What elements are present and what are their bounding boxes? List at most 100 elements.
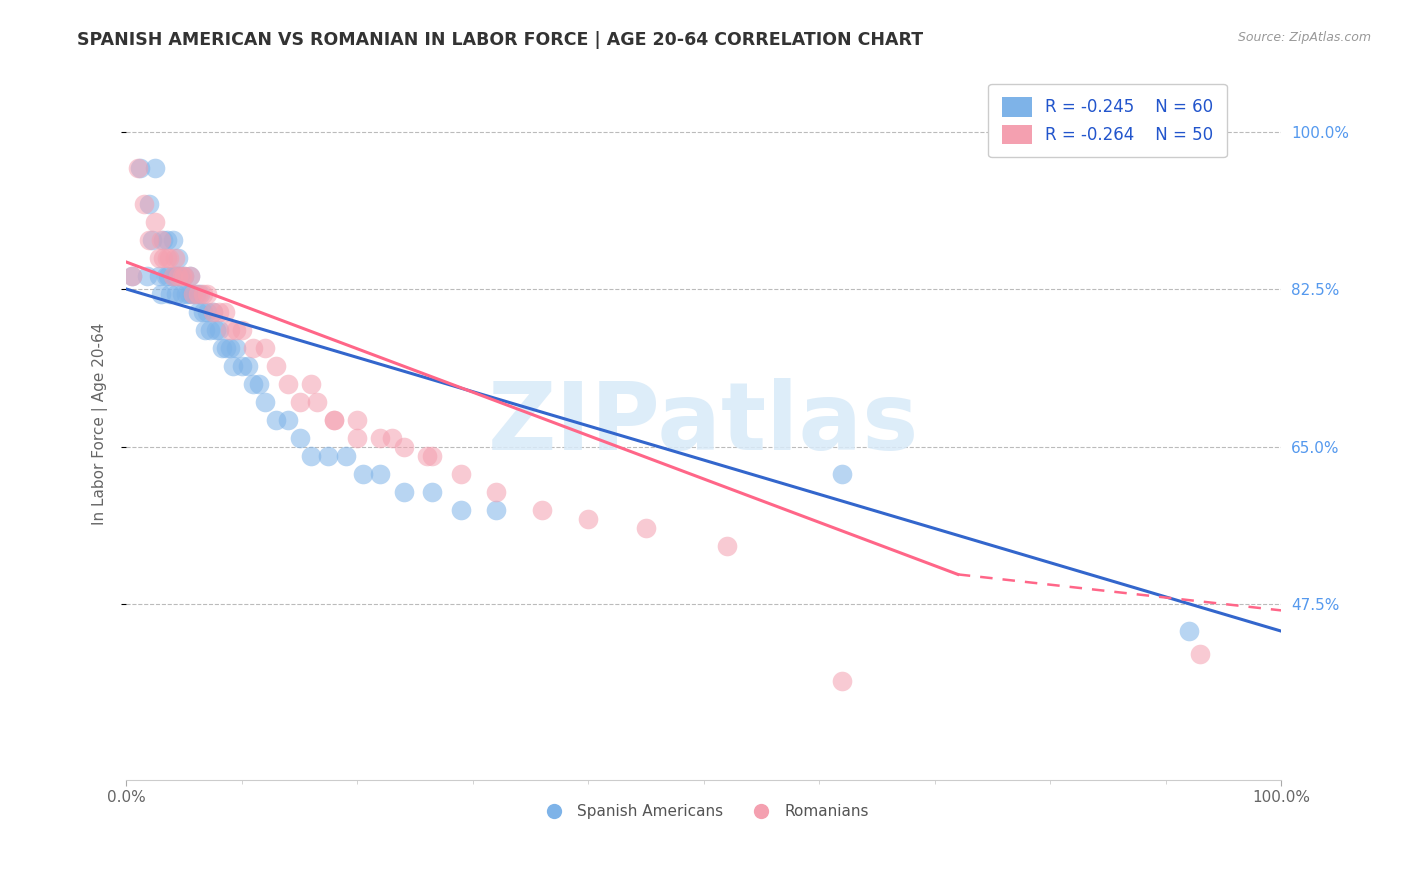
- Point: [121, 268, 143, 283]
- Point: [187, 304, 209, 318]
- Legend: Spanish Americans, Romanians: Spanish Americans, Romanians: [533, 798, 875, 825]
- Point: [716, 539, 738, 553]
- Point: [253, 394, 276, 409]
- Point: [346, 431, 368, 445]
- Point: [157, 251, 180, 265]
- Point: [205, 322, 228, 336]
- Text: SPANISH AMERICAN VS ROMANIAN IN LABOR FORCE | AGE 20-64 CORRELATION CHART: SPANISH AMERICAN VS ROMANIAN IN LABOR FO…: [77, 31, 924, 49]
- Point: [323, 412, 346, 426]
- Point: [188, 286, 211, 301]
- Point: [211, 341, 233, 355]
- Point: [170, 268, 193, 283]
- Point: [173, 268, 195, 283]
- Point: [170, 286, 193, 301]
- Point: [225, 322, 247, 336]
- Point: [370, 467, 392, 481]
- Point: [576, 511, 599, 525]
- Point: [450, 502, 472, 516]
- Point: [181, 286, 204, 301]
- Point: [163, 251, 186, 265]
- Y-axis label: In Labor Force | Age 20-64: In Labor Force | Age 20-64: [93, 323, 108, 525]
- Point: [422, 449, 444, 463]
- Point: [138, 196, 160, 211]
- Point: [152, 251, 174, 265]
- Point: [831, 467, 853, 481]
- Point: [1177, 624, 1199, 638]
- Point: [305, 394, 328, 409]
- Point: [201, 304, 224, 318]
- Point: [370, 431, 392, 445]
- Point: [195, 286, 218, 301]
- Text: Source: ZipAtlas.com: Source: ZipAtlas.com: [1237, 31, 1371, 45]
- Point: [247, 376, 270, 391]
- Point: [318, 449, 340, 463]
- Point: [156, 268, 179, 283]
- Point: [201, 304, 224, 318]
- Point: [219, 341, 242, 355]
- Point: [155, 268, 177, 283]
- Point: [415, 449, 437, 463]
- Point: [162, 268, 184, 283]
- Point: [191, 304, 214, 318]
- Point: [194, 322, 217, 336]
- Point: [634, 520, 657, 534]
- Point: [422, 484, 444, 499]
- Point: [225, 341, 247, 355]
- Point: [148, 268, 170, 283]
- Point: [208, 304, 231, 318]
- Point: [162, 268, 184, 283]
- Point: [219, 322, 242, 336]
- Point: [208, 322, 231, 336]
- Point: [323, 412, 346, 426]
- Point: [195, 304, 218, 318]
- Point: [143, 161, 166, 175]
- Point: [198, 322, 221, 336]
- Point: [392, 440, 415, 454]
- Point: [163, 268, 186, 283]
- Point: [236, 359, 259, 373]
- Point: [141, 233, 163, 247]
- Point: [392, 484, 415, 499]
- Point: [176, 286, 198, 301]
- Point: [215, 341, 238, 355]
- Point: [167, 268, 190, 283]
- Point: [173, 268, 195, 283]
- Point: [242, 376, 264, 391]
- Point: [165, 286, 187, 301]
- Point: [231, 359, 253, 373]
- Point: [179, 268, 201, 283]
- Point: [136, 268, 159, 283]
- Point: [187, 286, 209, 301]
- Point: [1189, 647, 1212, 661]
- Point: [214, 304, 236, 318]
- Point: [148, 251, 170, 265]
- Point: [132, 196, 155, 211]
- Point: [177, 286, 200, 301]
- Point: [159, 286, 181, 301]
- Point: [169, 268, 191, 283]
- Point: [346, 412, 368, 426]
- Point: [381, 431, 404, 445]
- Point: [485, 502, 508, 516]
- Point: [191, 286, 214, 301]
- Point: [184, 286, 207, 301]
- Point: [277, 412, 299, 426]
- Point: [167, 251, 190, 265]
- Point: [831, 673, 853, 688]
- Point: [485, 484, 508, 499]
- Point: [266, 359, 288, 373]
- Point: [152, 233, 174, 247]
- Point: [143, 214, 166, 228]
- Point: [299, 449, 322, 463]
- Point: [288, 431, 311, 445]
- Text: ZIPatlas: ZIPatlas: [488, 378, 920, 470]
- Point: [166, 268, 188, 283]
- Point: [242, 341, 264, 355]
- Point: [253, 341, 276, 355]
- Point: [352, 467, 374, 481]
- Point: [156, 251, 179, 265]
- Point: [138, 233, 160, 247]
- Point: [231, 322, 253, 336]
- Point: [121, 268, 143, 283]
- Point: [129, 161, 152, 175]
